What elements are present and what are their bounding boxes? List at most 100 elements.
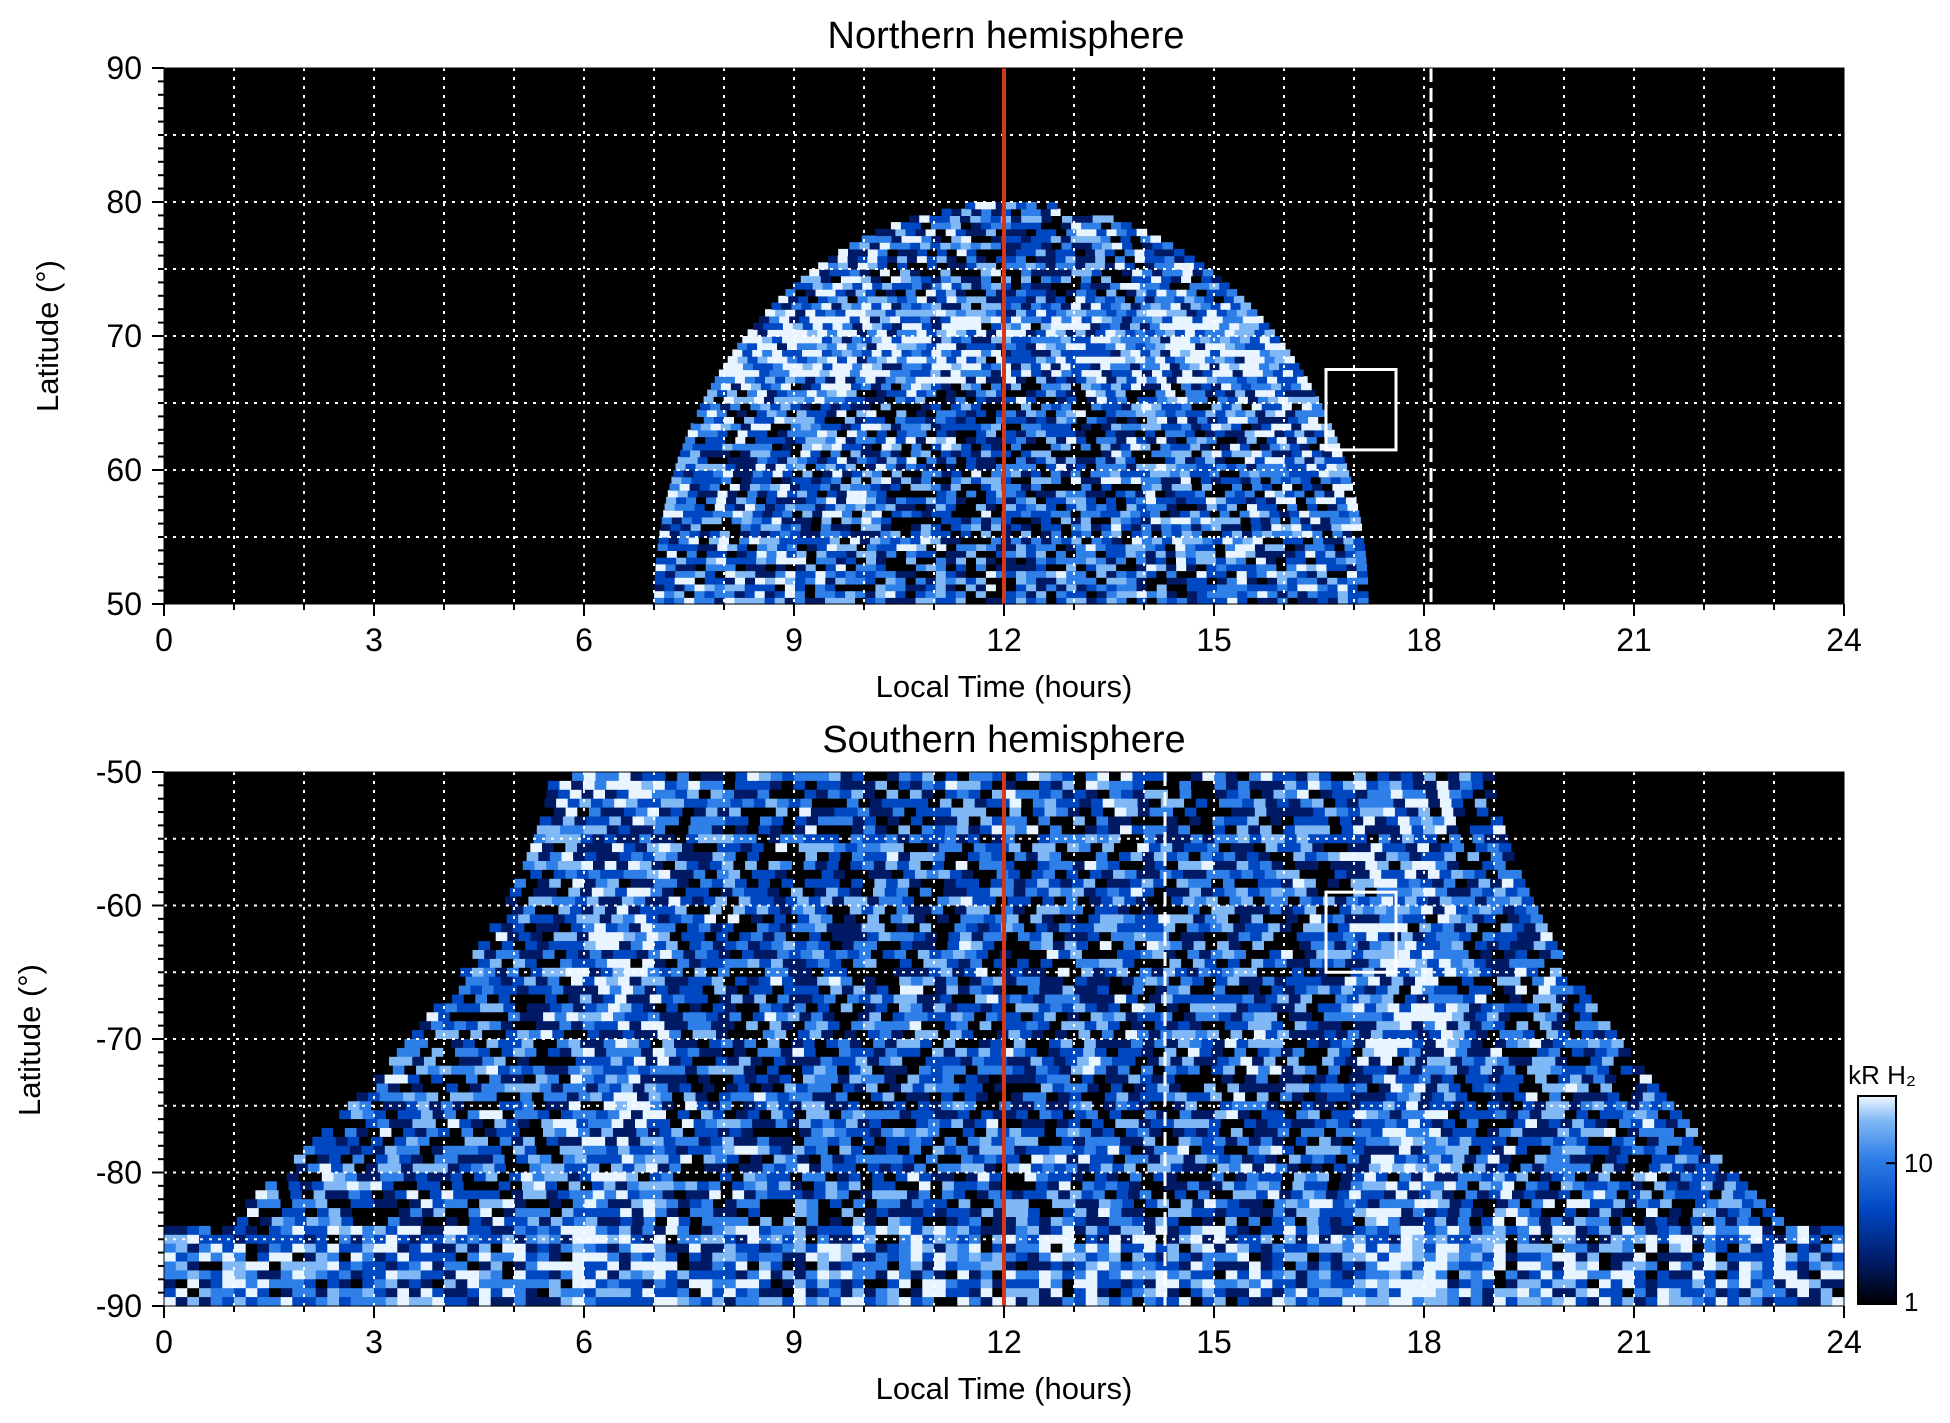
intensity-cell: [1055, 342, 1067, 350]
intensity-cell: [1185, 490, 1196, 498]
intensity-cell: [764, 807, 777, 818]
intensity-cell: [920, 537, 932, 545]
intensity-cell: [770, 772, 783, 782]
intensity-cell: [971, 222, 982, 230]
intensity-cell: [1437, 789, 1450, 800]
intensity-cell: [951, 807, 964, 818]
intensity-cell: [1026, 202, 1038, 210]
intensity-cell: [1001, 222, 1012, 230]
intensity-cell: [847, 295, 859, 304]
intensity-cell: [710, 789, 723, 800]
intensity-cell: [841, 516, 852, 525]
intensity-cell: [1050, 516, 1062, 525]
intensity-cell: [1124, 255, 1136, 263]
intensity-cell: [1163, 923, 1176, 933]
intensity-cell: [832, 322, 843, 330]
intensity-cell: [1346, 869, 1359, 880]
intensity-cell: [668, 896, 681, 907]
intensity-cell: [1021, 242, 1032, 250]
intensity-cell: [940, 269, 952, 277]
intensity-cell: [1223, 878, 1236, 889]
intensity-cell: [1051, 269, 1063, 277]
intensity-cell: [1294, 543, 1306, 551]
intensity-cell: [922, 780, 935, 791]
intensity-cell: [1006, 590, 1017, 598]
intensity-cell: [814, 396, 826, 404]
intensity-cell: [966, 905, 979, 915]
intensity-cell: [896, 557, 907, 565]
intensity-cell: [1076, 503, 1087, 511]
intensity-cell: [1154, 887, 1167, 898]
intensity-cell: [1126, 289, 1137, 297]
intensity-cell: [854, 416, 866, 424]
intensity-cell: [751, 869, 765, 880]
intensity-cell: [1091, 449, 1102, 458]
intensity-cell: [1056, 590, 1067, 598]
intensity-cell: [1238, 789, 1251, 800]
intensity-cell: [551, 816, 564, 826]
intensity-cell: [676, 825, 690, 835]
intensity-cell: [548, 772, 562, 782]
intensity-cell: [1160, 516, 1172, 525]
intensity-cell: [763, 869, 776, 880]
intensity-cell: [971, 322, 982, 330]
intensity-cell: [1081, 403, 1092, 411]
intensity-cell: [1011, 215, 1022, 223]
intensity-cell: [754, 583, 766, 592]
intensity-cell: [571, 780, 584, 791]
intensity-cell: [961, 282, 972, 290]
intensity-cell: [1066, 570, 1077, 578]
intensity-cell: [712, 772, 725, 782]
intensity-cell: [1030, 282, 1042, 290]
intensity-cell: [1016, 456, 1027, 464]
intensity-cell: [1195, 389, 1206, 397]
intensity-cell: [1363, 852, 1376, 862]
intensity-cell: [1250, 476, 1262, 484]
intensity-cell: [1215, 342, 1226, 350]
intensity-cell: [1151, 423, 1162, 431]
intensity-cell: [1170, 510, 1181, 518]
intensity-cell: [1292, 905, 1306, 915]
intensity-cell: [814, 887, 827, 898]
intensity-cell: [838, 262, 849, 270]
intensity-cell: [664, 780, 678, 791]
intensity-cell: [1282, 369, 1294, 377]
intensity-cell: [968, 852, 981, 862]
intensity-cell: [1031, 302, 1042, 310]
intensity-cell: [1271, 449, 1283, 458]
intensity-cell: [758, 825, 771, 835]
intensity-cell: [1283, 825, 1296, 835]
intensity-cell: [689, 483, 701, 491]
intensity-cell: [1182, 537, 1193, 545]
intensity-cell: [1132, 315, 1143, 324]
intensity-cell: [951, 443, 962, 451]
intensity-cell: [1300, 516, 1311, 525]
intensity-cell: [1156, 436, 1167, 444]
intensity-cell: [1165, 329, 1176, 337]
intensity-cell: [1249, 780, 1262, 791]
intensity-cell: [1021, 449, 1032, 458]
intensity-cell: [1190, 302, 1202, 310]
intensity-cell: [968, 780, 982, 791]
intensity-cell: [1236, 376, 1248, 384]
intensity-cell: [850, 530, 861, 538]
intensity-cell: [1101, 275, 1112, 283]
intensity-cell: [895, 583, 907, 592]
intensity-cell: [1060, 302, 1072, 310]
intensity-cell: [1011, 208, 1022, 216]
intensity-cell: [961, 235, 972, 243]
intensity-cell: [1140, 349, 1151, 357]
intensity-cell: [940, 403, 952, 411]
intensity-cell: [951, 362, 962, 371]
intensity-cell: [869, 807, 882, 818]
intensity-cell: [940, 449, 952, 458]
intensity-cell: [1135, 356, 1146, 364]
intensity-cell: [1175, 543, 1186, 551]
intensity-cell: [926, 490, 937, 498]
intensity-cell: [928, 798, 941, 809]
intensity-cell: [675, 570, 686, 578]
intensity-cell: [1332, 483, 1343, 491]
intensity-cell: [695, 436, 706, 444]
intensity-cell: [1072, 852, 1085, 862]
intensity-cell: [984, 869, 998, 880]
